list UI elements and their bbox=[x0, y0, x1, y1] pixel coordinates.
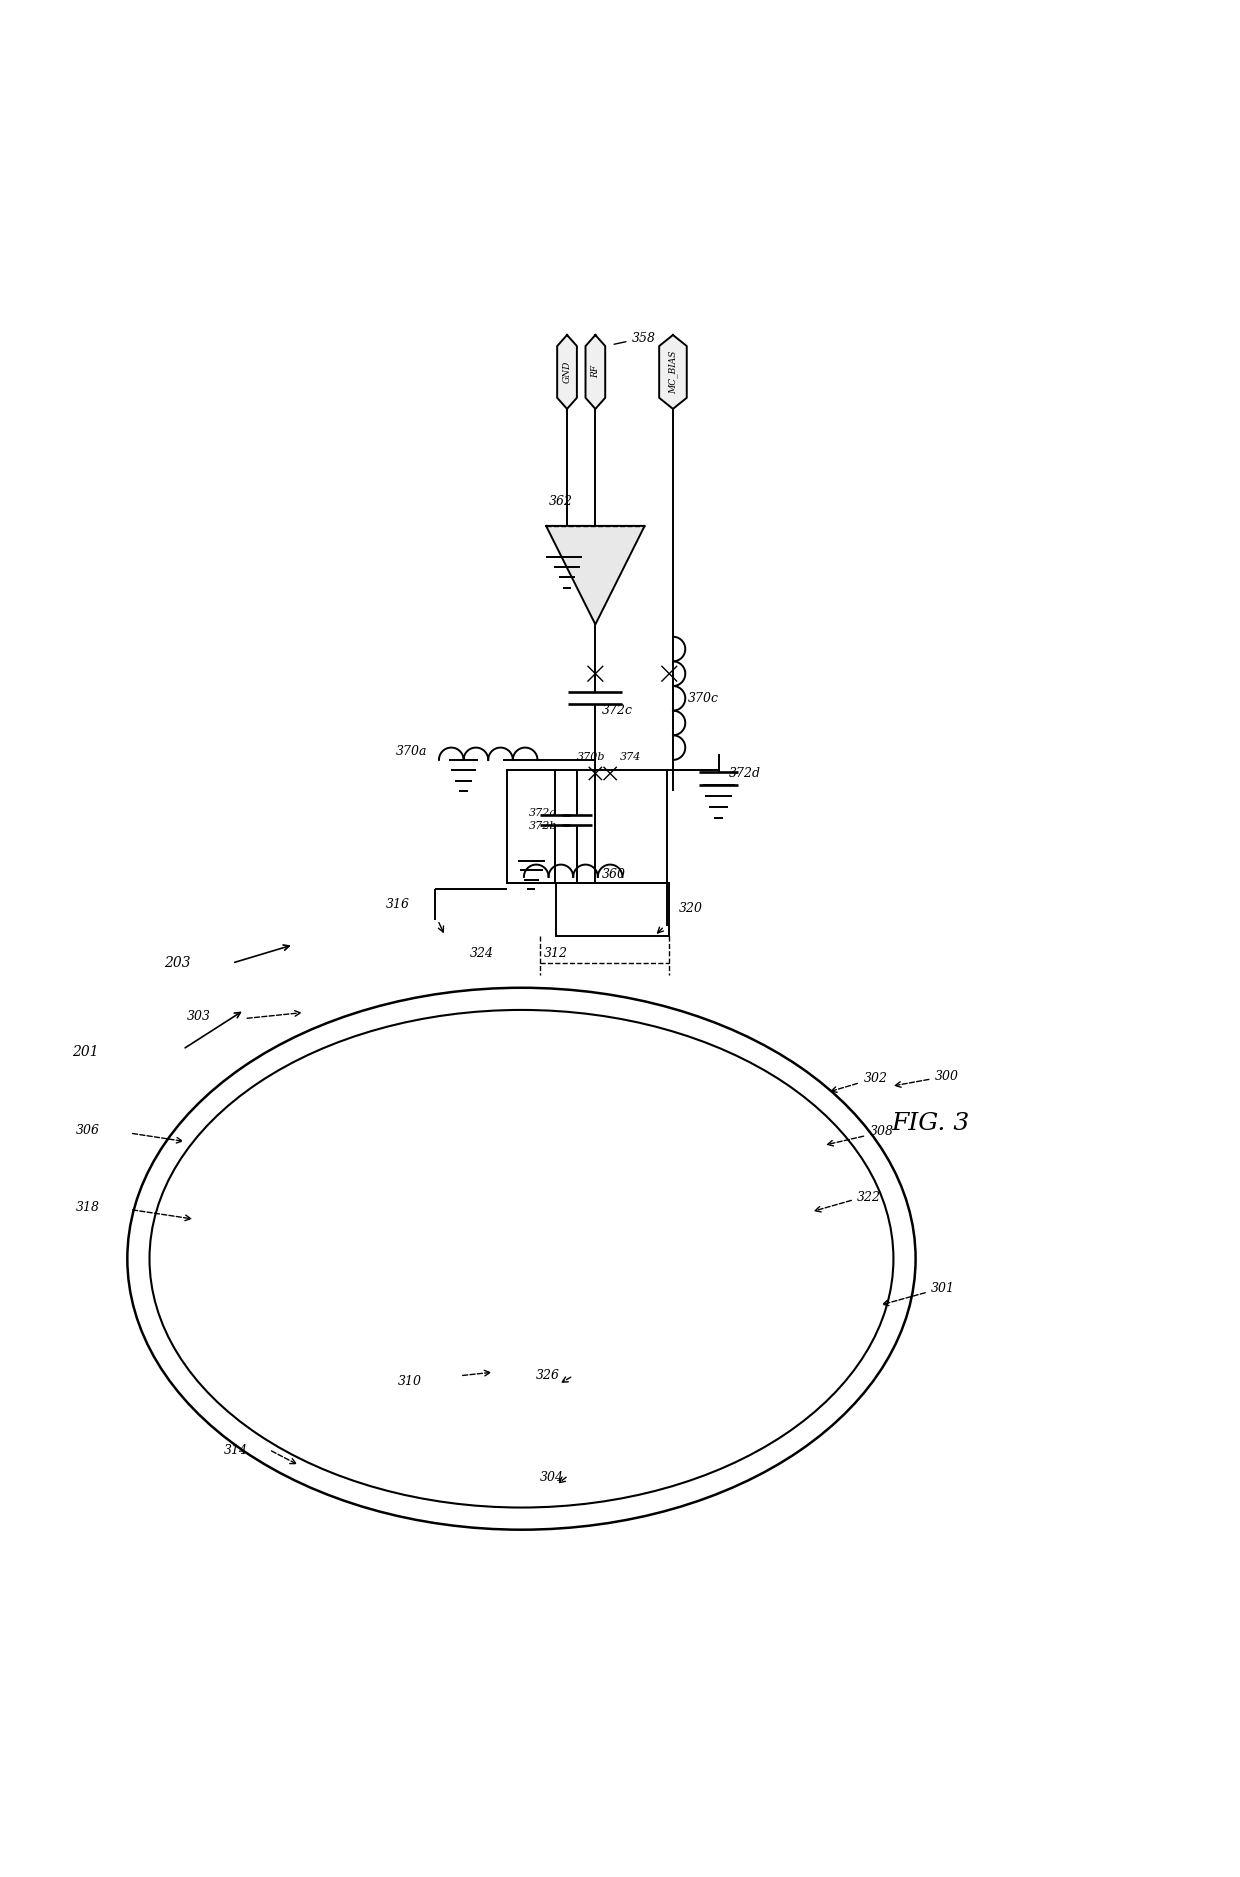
Text: 300: 300 bbox=[935, 1070, 960, 1083]
Text: 324: 324 bbox=[470, 946, 494, 959]
Text: 372a: 372a bbox=[528, 807, 557, 818]
Text: 326: 326 bbox=[536, 1368, 560, 1381]
Text: 312: 312 bbox=[543, 946, 568, 959]
Text: 302: 302 bbox=[864, 1072, 888, 1085]
Text: 370b: 370b bbox=[577, 753, 605, 762]
Text: RF: RF bbox=[591, 366, 600, 379]
Polygon shape bbox=[557, 334, 577, 409]
Text: 314: 314 bbox=[223, 1445, 248, 1457]
Text: 322: 322 bbox=[857, 1190, 880, 1203]
Text: 372d: 372d bbox=[728, 768, 760, 781]
Text: 372b: 372b bbox=[528, 822, 557, 832]
Text: 308: 308 bbox=[870, 1126, 894, 1137]
Text: FIG. 3: FIG. 3 bbox=[892, 1111, 970, 1136]
Text: 358: 358 bbox=[632, 332, 656, 345]
Text: 203: 203 bbox=[164, 955, 191, 970]
Text: 316: 316 bbox=[386, 897, 410, 910]
Text: 370c: 370c bbox=[688, 693, 719, 706]
Text: 370a: 370a bbox=[396, 745, 428, 758]
Text: 320: 320 bbox=[680, 903, 703, 916]
Text: GND: GND bbox=[563, 360, 572, 383]
Text: 362: 362 bbox=[548, 496, 573, 509]
Text: 303: 303 bbox=[186, 1010, 211, 1023]
Text: 360: 360 bbox=[601, 867, 625, 880]
Polygon shape bbox=[585, 334, 605, 409]
Text: 372c: 372c bbox=[601, 704, 632, 717]
Bar bbox=[507, 770, 667, 882]
Text: 201: 201 bbox=[72, 1045, 98, 1059]
Text: 306: 306 bbox=[76, 1124, 99, 1137]
Bar bbox=[556, 882, 670, 937]
Polygon shape bbox=[546, 526, 645, 625]
Polygon shape bbox=[660, 334, 687, 409]
Text: 310: 310 bbox=[398, 1376, 423, 1389]
Text: 301: 301 bbox=[930, 1282, 955, 1295]
Text: 304: 304 bbox=[539, 1472, 564, 1485]
Text: MC_BIAS: MC_BIAS bbox=[668, 351, 678, 394]
Text: 374: 374 bbox=[620, 753, 641, 762]
Text: 318: 318 bbox=[76, 1201, 99, 1214]
